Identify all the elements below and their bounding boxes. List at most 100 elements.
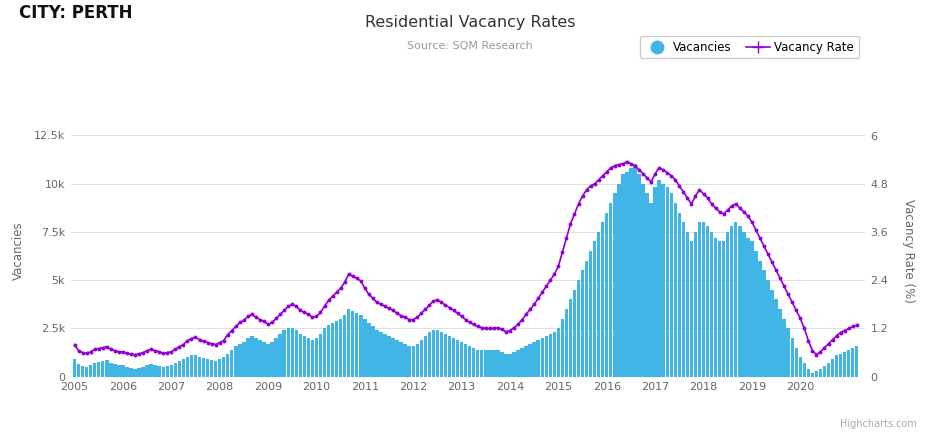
Bar xyxy=(419,340,423,377)
Bar xyxy=(412,346,415,377)
Bar xyxy=(351,311,354,377)
Bar xyxy=(609,203,613,377)
Bar xyxy=(322,328,326,377)
Bar xyxy=(791,338,794,377)
Bar xyxy=(750,242,754,377)
Bar xyxy=(613,193,617,377)
Bar xyxy=(456,340,460,377)
Bar xyxy=(234,346,238,377)
Bar xyxy=(650,203,652,377)
Bar xyxy=(581,271,585,377)
Bar xyxy=(368,323,370,377)
Bar xyxy=(77,364,80,377)
Bar xyxy=(787,328,790,377)
Bar xyxy=(589,251,592,377)
Bar xyxy=(697,222,701,377)
Bar xyxy=(230,350,233,377)
Bar xyxy=(186,357,189,377)
Bar xyxy=(851,348,854,377)
Y-axis label: Vacancy Rate (%): Vacancy Rate (%) xyxy=(902,199,916,303)
Bar xyxy=(565,309,568,377)
Text: Highcharts.com: Highcharts.com xyxy=(839,419,916,429)
Bar xyxy=(93,363,97,377)
Bar xyxy=(460,342,463,377)
Bar xyxy=(158,366,161,377)
Bar xyxy=(243,342,245,377)
Bar xyxy=(710,232,713,377)
Bar xyxy=(657,180,661,377)
Bar xyxy=(815,371,818,377)
Bar xyxy=(331,323,335,377)
Bar xyxy=(343,315,346,377)
Bar xyxy=(181,359,185,377)
Bar xyxy=(738,226,742,377)
Bar xyxy=(194,355,197,377)
Bar xyxy=(629,168,633,377)
Bar xyxy=(706,226,710,377)
Bar xyxy=(162,367,164,377)
Bar xyxy=(118,365,120,377)
Bar xyxy=(287,328,290,377)
Bar xyxy=(822,366,826,377)
Bar xyxy=(447,336,451,377)
Bar xyxy=(266,344,270,377)
Bar xyxy=(669,193,673,377)
Bar xyxy=(294,330,298,377)
Bar xyxy=(653,187,657,377)
Bar xyxy=(746,238,749,377)
Bar xyxy=(766,280,770,377)
Bar xyxy=(685,232,689,377)
Bar xyxy=(476,350,479,377)
Bar xyxy=(153,365,157,377)
Bar xyxy=(109,363,113,377)
Bar xyxy=(218,359,222,377)
Bar xyxy=(730,226,733,377)
Bar xyxy=(371,326,375,377)
Bar xyxy=(335,321,338,377)
Bar xyxy=(754,251,758,377)
Bar xyxy=(174,363,177,377)
Bar xyxy=(97,362,101,377)
Bar xyxy=(452,338,455,377)
Bar xyxy=(436,330,439,377)
Bar xyxy=(726,232,729,377)
Bar xyxy=(625,172,629,377)
Bar xyxy=(835,355,838,377)
Bar xyxy=(359,315,363,377)
Bar xyxy=(274,338,278,377)
Bar xyxy=(72,359,76,377)
Bar xyxy=(468,346,471,377)
Bar xyxy=(169,365,173,377)
Bar xyxy=(89,365,92,377)
Bar xyxy=(254,338,258,377)
Bar xyxy=(480,350,483,377)
Bar xyxy=(525,346,528,377)
Bar xyxy=(544,336,548,377)
Bar xyxy=(133,369,136,377)
Bar xyxy=(666,187,669,377)
Bar xyxy=(258,340,261,377)
Bar xyxy=(488,350,492,377)
Bar xyxy=(278,334,282,377)
Bar xyxy=(537,340,540,377)
Bar xyxy=(702,222,705,377)
Bar xyxy=(775,300,777,377)
Bar xyxy=(694,232,697,377)
Bar xyxy=(771,290,774,377)
Bar xyxy=(585,261,588,377)
Bar xyxy=(379,332,383,377)
Bar xyxy=(327,325,330,377)
Bar xyxy=(146,365,149,377)
Bar xyxy=(678,213,682,377)
Bar xyxy=(496,350,499,377)
Bar xyxy=(742,232,745,377)
Bar xyxy=(464,344,467,377)
Bar xyxy=(807,369,810,377)
Bar xyxy=(528,344,532,377)
Bar xyxy=(593,242,596,377)
Bar xyxy=(819,369,822,377)
Bar xyxy=(572,290,576,377)
Bar xyxy=(222,357,226,377)
Bar xyxy=(299,334,302,377)
Bar xyxy=(311,340,314,377)
